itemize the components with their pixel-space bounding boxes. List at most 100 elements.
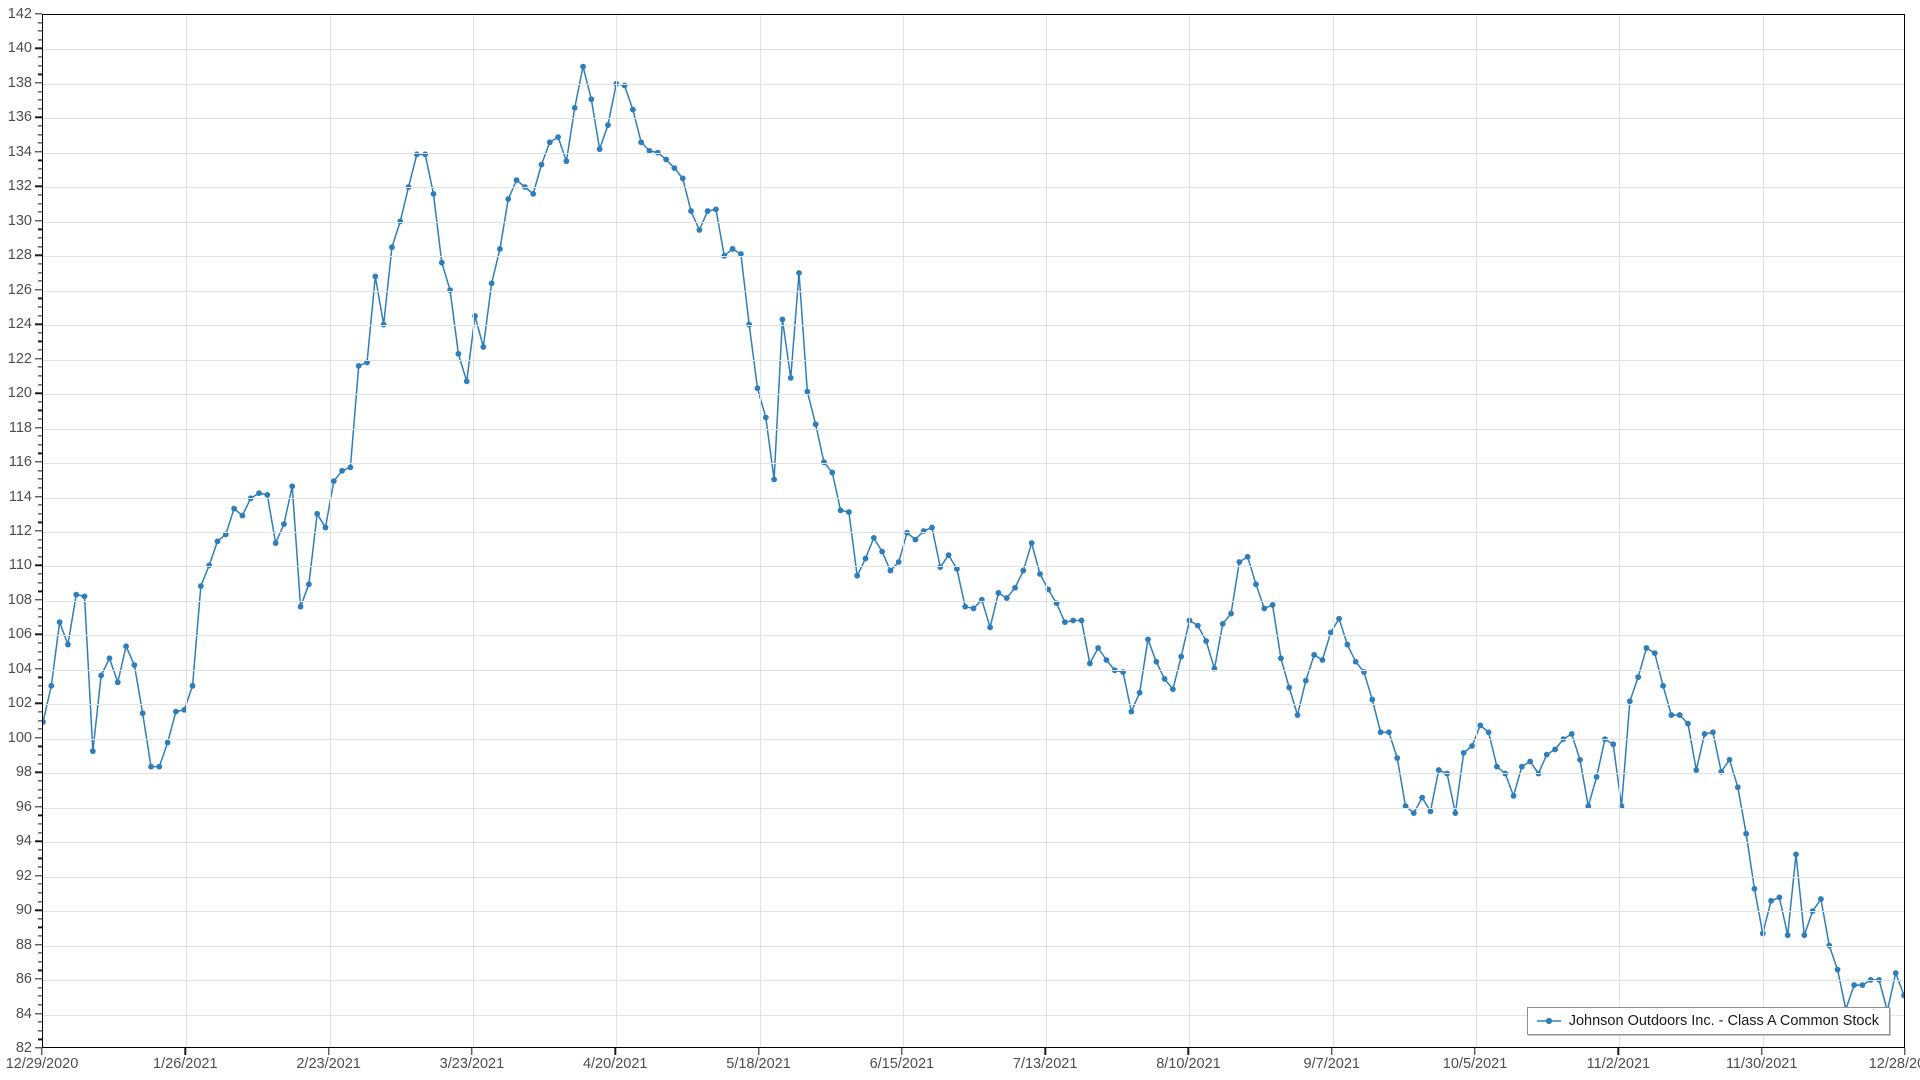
data-point-marker[interactable] (139, 710, 146, 717)
data-point-marker[interactable] (920, 528, 927, 534)
data-point-marker[interactable] (497, 246, 503, 252)
data-point-marker[interactable] (1743, 830, 1750, 837)
data-point-marker[interactable] (679, 175, 686, 182)
data-point-marker[interactable] (1003, 595, 1010, 601)
data-point-marker[interactable] (779, 316, 786, 323)
data-point-marker[interactable] (1651, 650, 1658, 657)
data-point-marker[interactable] (1311, 651, 1318, 658)
data-point-marker[interactable] (1236, 559, 1243, 565)
data-point-marker[interactable] (563, 158, 570, 165)
chart-legend[interactable]: Johnson Outdoors Inc. - Class A Common S… (1526, 1006, 1890, 1035)
data-point-marker[interactable] (197, 583, 204, 589)
data-point-marker[interactable] (1377, 729, 1384, 736)
data-point-marker[interactable] (214, 538, 221, 545)
data-point-marker[interactable] (754, 385, 761, 392)
data-point-marker[interactable] (1892, 970, 1899, 976)
data-point-marker[interactable] (1269, 602, 1276, 608)
data-point-marker[interactable] (771, 476, 778, 483)
data-point-marker[interactable] (173, 708, 179, 715)
data-point-marker[interactable] (1302, 677, 1309, 684)
data-point-marker[interactable] (1086, 660, 1093, 667)
data-point-marker[interactable] (339, 467, 345, 474)
data-point-marker[interactable] (854, 572, 861, 579)
data-point-marker[interactable] (463, 378, 470, 385)
data-point-marker[interactable] (546, 139, 553, 146)
data-point-marker[interactable] (1203, 638, 1210, 644)
data-point-marker[interactable] (131, 662, 138, 669)
data-point-marker[interactable] (654, 149, 661, 156)
data-point-marker[interactable] (1801, 932, 1808, 939)
data-point-marker[interactable] (663, 156, 669, 163)
data-point-marker[interactable] (1194, 622, 1201, 629)
data-point-marker[interactable] (1593, 774, 1600, 780)
data-point-marker[interactable] (1178, 653, 1185, 660)
data-point-marker[interactable] (1386, 729, 1392, 736)
data-point-marker[interactable] (1693, 767, 1700, 773)
data-point-marker[interactable] (1402, 803, 1409, 810)
data-point-marker[interactable] (1577, 756, 1583, 763)
data-point-marker[interactable] (43, 719, 46, 725)
data-point-marker[interactable] (538, 161, 545, 168)
data-point-marker[interactable] (1336, 615, 1342, 622)
data-point-marker[interactable] (1095, 645, 1102, 651)
data-point-marker[interactable] (962, 603, 969, 610)
data-point-marker[interactable] (1834, 966, 1841, 973)
data-point-marker[interactable] (1518, 763, 1525, 770)
data-point-marker[interactable] (1768, 897, 1774, 904)
data-point-marker[interactable] (1294, 712, 1301, 718)
data-point-marker[interactable] (1136, 689, 1143, 696)
data-point-marker[interactable] (1701, 731, 1708, 737)
data-point-marker[interactable] (1859, 982, 1866, 988)
data-point-marker[interactable] (804, 388, 811, 395)
data-point-marker[interactable] (314, 510, 321, 517)
data-point-marker[interactable] (405, 184, 412, 190)
data-point-marker[interactable] (389, 244, 395, 251)
data-point-marker[interactable] (1710, 729, 1716, 736)
data-point-marker[interactable] (1352, 658, 1359, 665)
data-point-marker[interactable] (355, 362, 362, 369)
data-point-marker[interactable] (696, 227, 703, 233)
data-point-marker[interactable] (1028, 540, 1035, 546)
data-point-marker[interactable] (1826, 942, 1833, 949)
data-point-marker[interactable] (1818, 896, 1824, 902)
data-point-marker[interactable] (1410, 810, 1417, 816)
data-point-marker[interactable] (1585, 803, 1592, 810)
data-point-marker[interactable] (1851, 982, 1858, 988)
data-point-marker[interactable] (1319, 657, 1326, 663)
data-point-marker[interactable] (571, 104, 578, 111)
data-point-marker[interactable] (530, 190, 537, 197)
data-point-marker[interactable] (638, 139, 645, 146)
data-point-marker[interactable] (1867, 977, 1874, 983)
data-point-marker[interactable] (1726, 756, 1733, 763)
data-point-marker[interactable] (1469, 743, 1475, 749)
data-point-marker[interactable] (73, 591, 80, 598)
data-point-marker[interactable] (580, 63, 586, 70)
data-point-marker[interactable] (98, 672, 105, 679)
data-point-marker[interactable] (1452, 810, 1459, 816)
data-point-marker[interactable] (1685, 720, 1691, 727)
data-point-marker[interactable] (1228, 610, 1234, 617)
data-point-marker[interactable] (912, 536, 919, 543)
data-point-marker[interactable] (929, 524, 935, 531)
data-point-marker[interactable] (646, 147, 653, 154)
data-point-marker[interactable] (1261, 605, 1268, 612)
data-point-marker[interactable] (1660, 682, 1666, 689)
data-point-marker[interactable] (1610, 741, 1617, 748)
data-point-marker[interactable] (430, 190, 437, 197)
data-point-marker[interactable] (605, 122, 611, 128)
data-point-marker[interactable] (1460, 749, 1467, 756)
data-point-marker[interactable] (1244, 553, 1251, 560)
data-point-marker[interactable] (239, 512, 246, 519)
data-point-marker[interactable] (688, 208, 694, 214)
data-point-marker[interactable] (1369, 696, 1376, 703)
data-point-marker[interactable] (347, 464, 354, 471)
data-point-marker[interactable] (1626, 698, 1633, 705)
data-point-marker[interactable] (256, 490, 262, 497)
data-point-marker[interactable] (987, 624, 994, 631)
data-point-marker[interactable] (114, 679, 121, 686)
data-point-marker[interactable] (1643, 645, 1650, 651)
data-point-marker[interactable] (1145, 636, 1151, 643)
data-point-marker[interactable] (1494, 763, 1500, 770)
data-point-marker[interactable] (837, 507, 844, 514)
data-point-marker[interactable] (330, 478, 337, 485)
